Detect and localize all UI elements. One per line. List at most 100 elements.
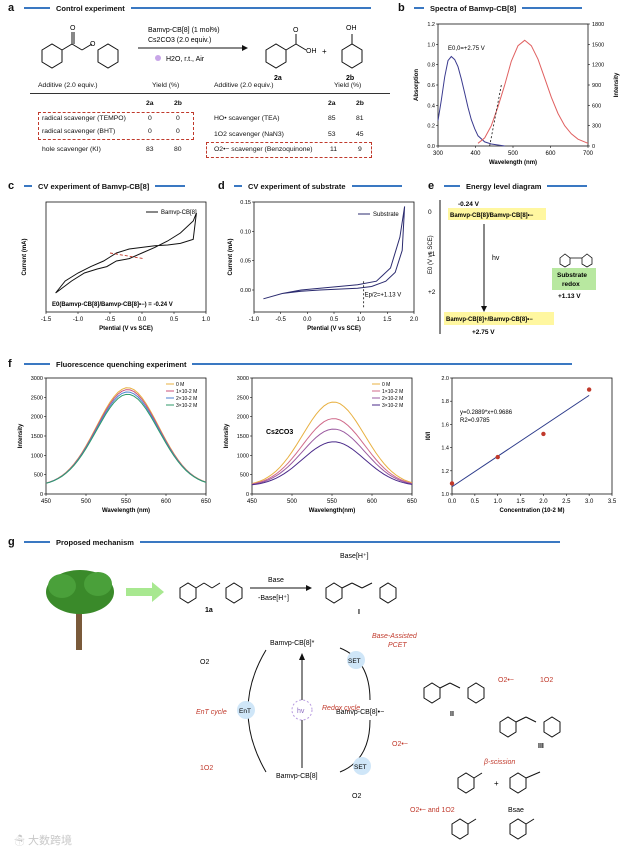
- x-tick-label: 1.5: [383, 317, 392, 323]
- superoxide-label: O2•−: [498, 677, 514, 684]
- x-tick-label: 0.5: [330, 317, 339, 323]
- level-value-bottom: +2.75 V: [472, 329, 495, 336]
- x-tick-label: 3.5: [608, 499, 617, 505]
- oh-label: OH: [306, 48, 317, 55]
- legend-label: 0 M: [176, 382, 184, 388]
- panel-d-header: d CV experiment of substrate: [218, 180, 402, 192]
- table-cell: 9: [358, 146, 362, 153]
- label-I: I: [358, 609, 360, 616]
- y-tick-label: 0.2: [427, 124, 435, 130]
- table-row-name: radical scavenger (TEMPO): [42, 115, 126, 122]
- pcet-label: PCET: [388, 642, 407, 649]
- tree-icon: [46, 570, 114, 650]
- table-row-name: HO• scavenger (TEA): [214, 115, 280, 122]
- phenyl-formate-structure: [509, 771, 541, 794]
- light-icon: [291, 699, 313, 721]
- table-row-name: O2•− scavenger (Benzoquinone): [214, 146, 313, 153]
- header-rule: [547, 185, 588, 187]
- base-label: Base: [268, 577, 284, 584]
- header-rule: [192, 363, 573, 365]
- panel-letter: c: [8, 180, 15, 192]
- panel-letter: g: [8, 536, 15, 548]
- singlet-o2-label: 1O2: [540, 677, 553, 684]
- y-tick-label: 3000: [237, 376, 249, 382]
- series-line-substrate: [263, 206, 406, 300]
- y-tick-label: 0.6: [427, 83, 435, 89]
- y-tick-label: 0.10: [240, 229, 251, 235]
- series-line-3: [45, 393, 207, 484]
- col-2a: 2a: [146, 100, 154, 107]
- condition-base: Cs2CO3 (2.0 equiv.): [148, 37, 211, 44]
- y-tick-label: 900: [592, 83, 601, 89]
- y-tick-label: 2500: [31, 395, 43, 401]
- oxygen-label: O: [90, 41, 96, 48]
- x-tick-label: 600: [545, 151, 556, 157]
- plot-frame: [437, 23, 589, 147]
- table-cell: 85: [328, 115, 336, 122]
- substrate-box: [552, 268, 596, 290]
- data-point: [495, 454, 500, 460]
- panel-title: Fluorescence quenching experiment: [56, 359, 187, 369]
- y-tick-label: 1200: [592, 63, 604, 69]
- x-tick-label: -1.5: [41, 317, 52, 323]
- legend-label: 2×10-2 M: [382, 396, 403, 402]
- y-axis-label: I0/I: [426, 432, 432, 441]
- table-header-yield: Yield (%): [152, 82, 180, 89]
- ent-node: [237, 701, 255, 719]
- panel-title: Energy level diagram: [466, 181, 542, 191]
- series-line-emission: [477, 39, 589, 144]
- tangent-line: [489, 84, 502, 147]
- y-tick-label: 1.6: [441, 422, 449, 428]
- table-header-additive: Additive (2.0 equiv.): [214, 82, 274, 89]
- y-tick-label: 0.0: [427, 144, 435, 150]
- set-node: [353, 757, 371, 775]
- y-tick-label: 1.0: [427, 42, 435, 48]
- y-tick-label: 2000: [31, 415, 43, 421]
- header-rule: [24, 185, 32, 187]
- y-tick-label: 0.4: [427, 103, 435, 109]
- x-tick-label: 650: [407, 499, 418, 505]
- x-tick-label: 600: [367, 499, 378, 505]
- y-tick-label: 1500: [237, 434, 249, 440]
- product-2a-structure: [265, 34, 307, 69]
- product-2b-structure: [341, 34, 363, 69]
- oxygen-label: O: [293, 27, 299, 34]
- header-rule: [24, 7, 50, 9]
- panel-letter: b: [398, 2, 405, 14]
- benzoic-acid-structure: [451, 818, 477, 840]
- panel-letter: a: [8, 2, 15, 14]
- y-tick-label: 2.0: [441, 376, 449, 382]
- x-tick-label: 700: [583, 151, 594, 157]
- y-tick-label: 1500: [31, 434, 43, 440]
- header-rule: [351, 185, 402, 187]
- table-row-name: radical scavenger (BHT): [42, 128, 116, 135]
- chart-fluorescence-1: 450 500 550 600 650 Wavelength (nm) 0 500 1000 15…: [18, 376, 212, 514]
- header-rule: [24, 541, 50, 543]
- label-III: III: [538, 743, 544, 750]
- x-tick-label: 550: [121, 499, 132, 505]
- y-tick-label: 0: [246, 492, 249, 498]
- product-2a-label: 2a: [274, 75, 282, 82]
- chart-fluorescence-2: 450 500 550 600 650 Wavelength(nm) 0 500 1000 150…: [224, 376, 418, 514]
- table-cell: 81: [356, 115, 364, 122]
- y-tick-label: 1.0: [441, 492, 449, 498]
- x-tick-label: 500: [81, 499, 92, 505]
- minus-base-label: -Base[H⁺]: [258, 595, 289, 602]
- x-axis-label: Wavelength (nm): [489, 160, 537, 166]
- substrate-label: redox: [562, 281, 580, 288]
- panel-c-header: c CV experiment of Bamvp-CB[8]: [8, 180, 186, 192]
- header-rule: [234, 185, 242, 187]
- redox-cycle-label: Redox cycle: [322, 705, 360, 712]
- scavenger-table: Additive (2.0 equiv.) Yield (%) Additive…: [28, 82, 388, 162]
- y-tick-label: 0.15: [240, 200, 251, 206]
- y-tick-label: 1800: [592, 22, 604, 28]
- highlight-box: [38, 112, 194, 140]
- level-box-top: [448, 208, 546, 220]
- oxidant-label: O2•− and 1O2: [410, 807, 455, 814]
- panel-f-header: f Fluorescence quenching experiment: [8, 358, 573, 370]
- panel-letter: e: [428, 180, 435, 192]
- y-tick-label: 500: [240, 473, 249, 479]
- x-tick-label: 450: [247, 499, 258, 505]
- x-axis-label: Ptential (V vs SCE): [99, 326, 153, 332]
- o2-label: O2: [352, 793, 361, 800]
